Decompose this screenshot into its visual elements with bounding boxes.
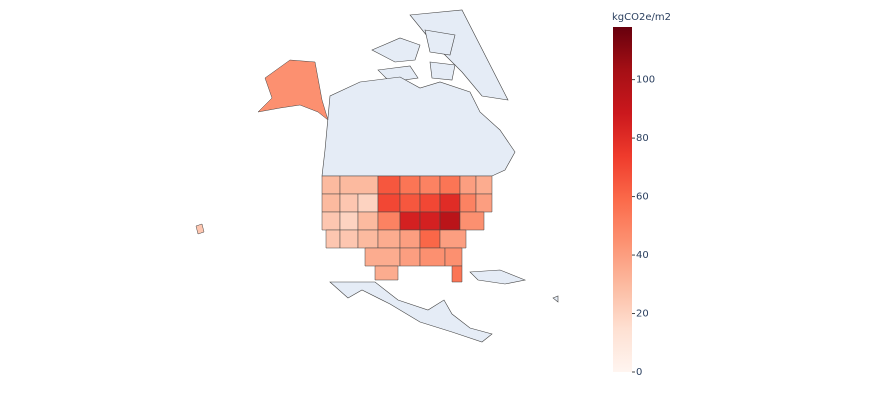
region xyxy=(475,175,493,195)
region xyxy=(377,175,401,195)
region xyxy=(321,211,341,231)
region xyxy=(377,193,401,213)
region xyxy=(439,175,461,195)
region xyxy=(321,175,341,195)
region xyxy=(439,211,461,231)
region xyxy=(364,247,401,267)
colorbar-tick-label: 80 xyxy=(636,133,649,144)
region xyxy=(325,229,341,249)
land xyxy=(321,9,559,343)
region xyxy=(419,175,441,195)
colorbar-tick-label: 100 xyxy=(636,75,655,86)
region xyxy=(357,229,379,249)
region xyxy=(459,193,477,213)
region xyxy=(399,211,421,231)
colorbar xyxy=(613,27,632,372)
arctic-islands xyxy=(371,29,456,83)
region xyxy=(451,265,463,283)
region xyxy=(419,229,441,249)
colorbar-title: kgCO2e/m2 xyxy=(612,12,671,23)
colorbar-tick-label: 40 xyxy=(636,250,649,261)
region xyxy=(357,193,379,213)
region xyxy=(419,211,441,231)
region xyxy=(257,59,329,121)
region xyxy=(357,211,379,231)
region xyxy=(339,211,359,231)
region xyxy=(399,247,421,267)
region xyxy=(439,193,461,213)
colorbar-tick-label: 60 xyxy=(636,192,649,203)
region xyxy=(339,193,359,213)
regions xyxy=(195,59,493,283)
caribbean xyxy=(469,269,559,303)
region xyxy=(399,229,421,249)
region xyxy=(377,211,401,231)
region xyxy=(459,175,477,195)
canada xyxy=(321,76,516,177)
region xyxy=(475,193,493,213)
region xyxy=(419,193,441,213)
region xyxy=(459,211,485,231)
region xyxy=(377,229,401,249)
region xyxy=(439,229,467,249)
region xyxy=(444,247,463,267)
region xyxy=(339,229,359,249)
region xyxy=(374,265,399,281)
region xyxy=(195,223,205,235)
region xyxy=(399,193,421,213)
region xyxy=(321,193,341,213)
region xyxy=(399,175,421,195)
region xyxy=(339,175,379,195)
colorbar-tick-label: 0 xyxy=(636,367,642,378)
region xyxy=(419,247,446,267)
mexico xyxy=(329,281,493,343)
colorbar-tick-label: 20 xyxy=(636,309,649,320)
